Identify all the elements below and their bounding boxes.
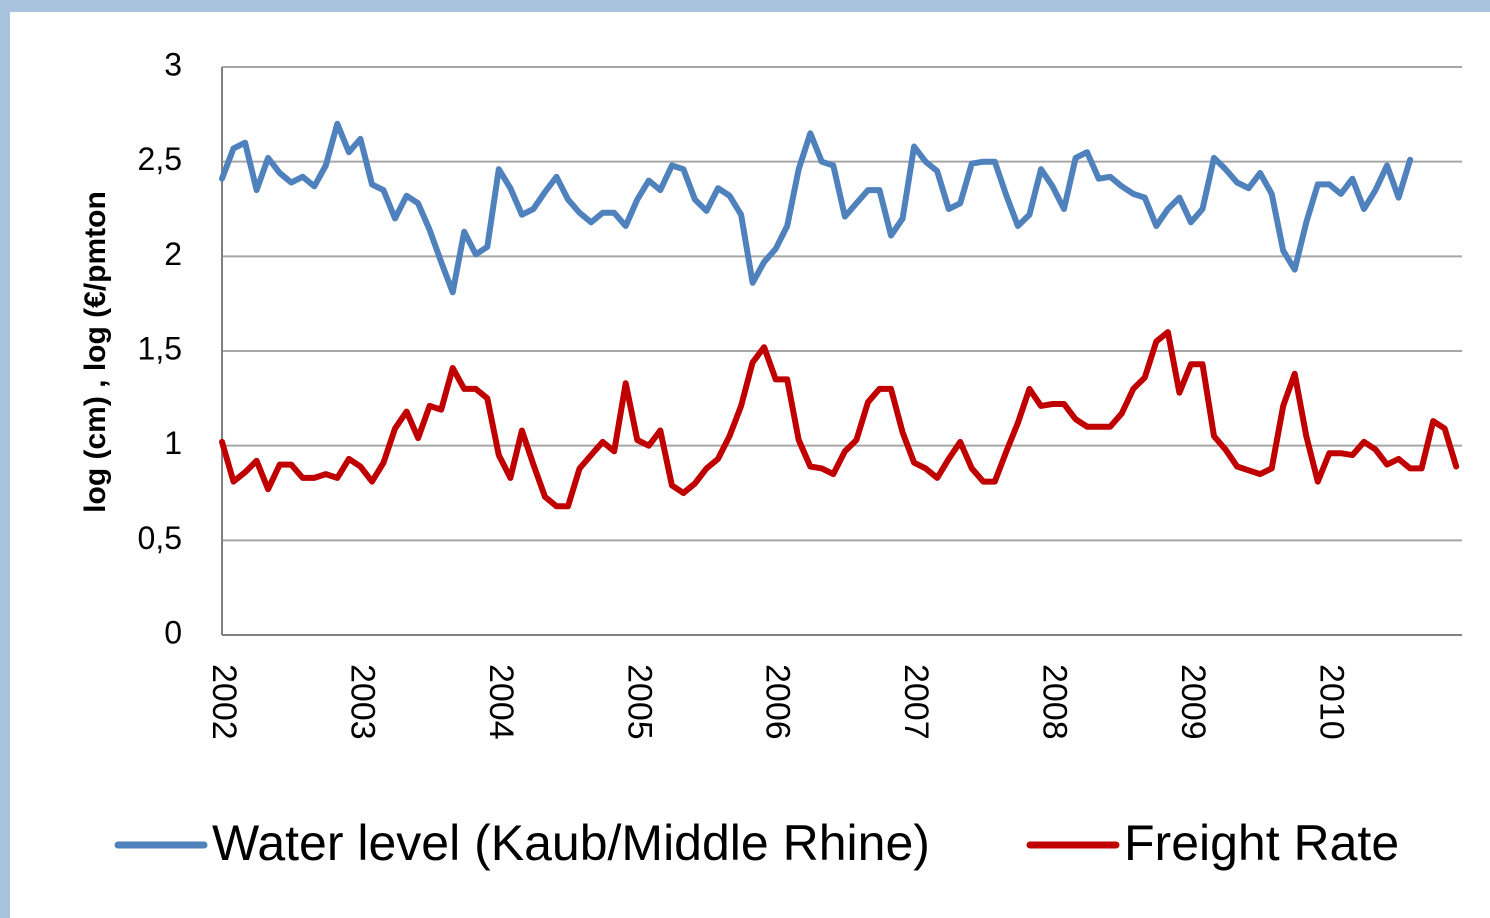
x-tick-label: 2007	[897, 664, 935, 740]
x-tick-label: 2006	[759, 664, 797, 740]
x-tick-label: 2004	[482, 664, 520, 740]
y-tick-label: 1	[164, 425, 182, 461]
x-tick-label: 2005	[620, 664, 658, 740]
x-tick-label: 2009	[1174, 664, 1212, 740]
y-tick-label: 2	[164, 236, 182, 272]
x-tick-label: 2003	[343, 664, 381, 740]
x-tick-label: 2008	[1036, 664, 1074, 740]
legend-label: Freight Rate	[1124, 815, 1399, 871]
y-tick-label: 0	[164, 614, 182, 650]
legend-label: Water level (Kaub/Middle Rhine)	[212, 815, 930, 871]
y-tick-label: 2,5	[138, 141, 182, 177]
x-tick-label: 2002	[205, 664, 243, 740]
y-tick-label: 0,5	[138, 520, 182, 556]
x-tick-label: 2010	[1312, 664, 1350, 740]
y-tick-label: 1,5	[138, 330, 182, 366]
y-tick-label: 3	[164, 46, 182, 82]
y-axis-label: log (cm) , log (€/pmton	[79, 191, 112, 513]
series-line	[219, 329, 1460, 510]
series-line	[219, 120, 1414, 296]
